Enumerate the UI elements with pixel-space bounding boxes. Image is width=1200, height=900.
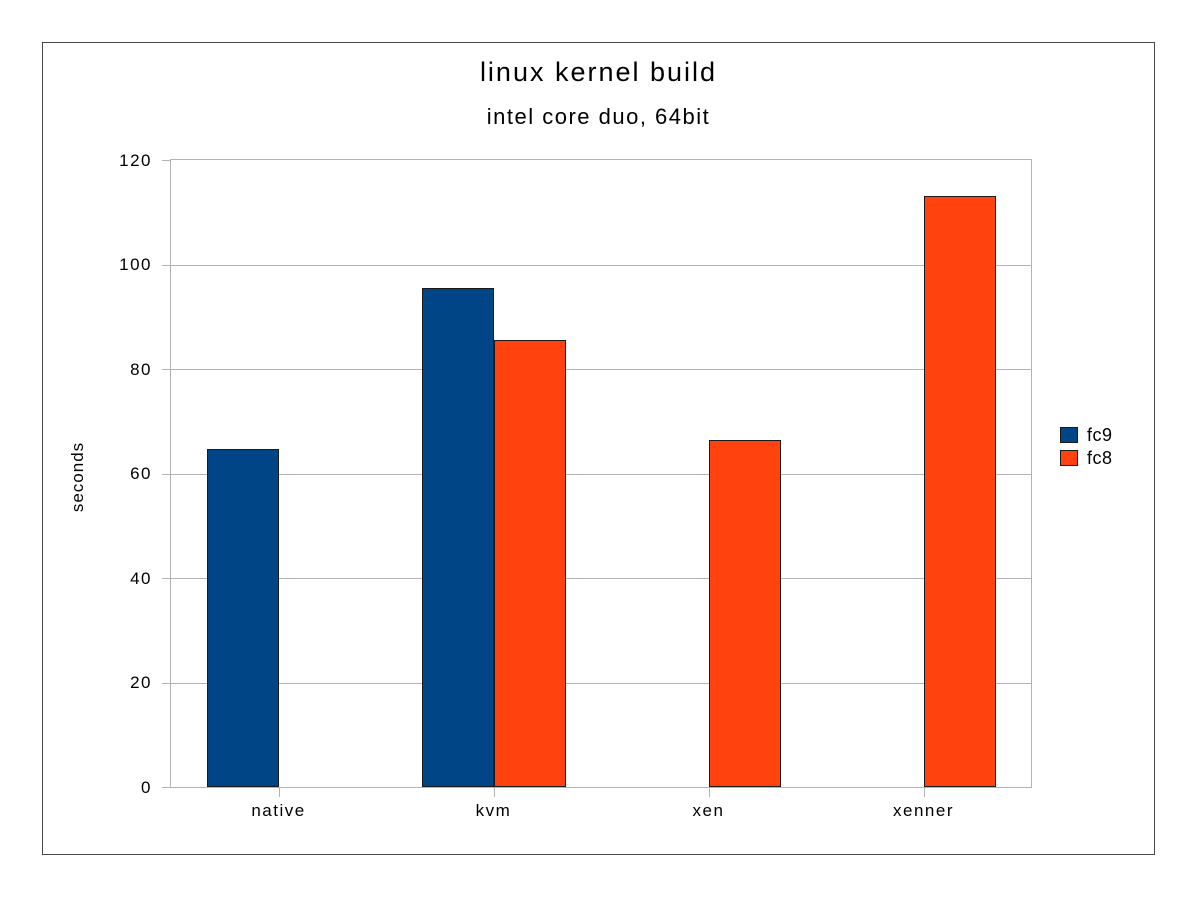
legend-swatch-fc9 — [1060, 427, 1078, 443]
gridline-60 — [171, 473, 1031, 475]
x-category-label-native: native — [251, 801, 306, 820]
bar-kvm-fc9 — [421, 288, 494, 787]
y-tick-label-60: 60 — [130, 464, 152, 483]
y-tick-mark-20 — [162, 682, 170, 684]
y-tick-mark-40 — [162, 578, 170, 579]
y-tick-label-40: 40 — [130, 568, 152, 588]
gridline-100 — [171, 264, 1031, 266]
legend-label-fc8: fc8 — [1087, 448, 1113, 468]
bar-xen-fc8 — [708, 440, 781, 787]
chart-subtitle: intel core duo, 64bit — [486, 104, 711, 129]
x-category-label-xen: xen — [692, 801, 725, 820]
legend-label-fc9: fc9 — [1087, 425, 1113, 445]
legend-item-fc8: fc8 — [1060, 448, 1113, 468]
y-tick-mark-100 — [162, 264, 170, 266]
x-tick-mark-native — [278, 788, 280, 797]
y-tick-mark-0 — [162, 787, 170, 788]
legend-swatch-fc8 — [1060, 450, 1078, 466]
gridline-20 — [171, 682, 1031, 684]
legend: fc9 fc8 — [1060, 425, 1113, 471]
y-tick-label-20: 20 — [130, 673, 152, 692]
x-tick-mark-xenner — [923, 788, 925, 797]
bar-kvm-fc8 — [493, 340, 566, 787]
chart-frame-border — [42, 42, 1155, 855]
x-category-label-xenner: xenner — [893, 801, 954, 820]
legend-item-fc9: fc9 — [1060, 425, 1113, 445]
chart-title: linux kernel build — [479, 57, 718, 87]
gridline-80 — [171, 369, 1031, 370]
x-category-label-kvm: kvm — [475, 801, 512, 820]
y-tick-label-0: 0 — [141, 777, 152, 797]
y-tick-mark-120 — [162, 160, 170, 161]
x-tick-mark-kvm — [493, 788, 495, 797]
bar-native-fc9 — [206, 448, 279, 787]
y-tick-label-100: 100 — [119, 255, 152, 274]
y-tick-mark-60 — [162, 473, 170, 475]
y-tick-label-80: 80 — [130, 359, 152, 379]
bar-xenner-fc8 — [923, 195, 996, 787]
plot-area — [170, 159, 1032, 788]
gridline-40 — [171, 578, 1031, 579]
y-tick-label-120: 120 — [119, 150, 152, 170]
y-tick-mark-80 — [162, 369, 170, 370]
x-tick-mark-xen — [708, 788, 710, 797]
